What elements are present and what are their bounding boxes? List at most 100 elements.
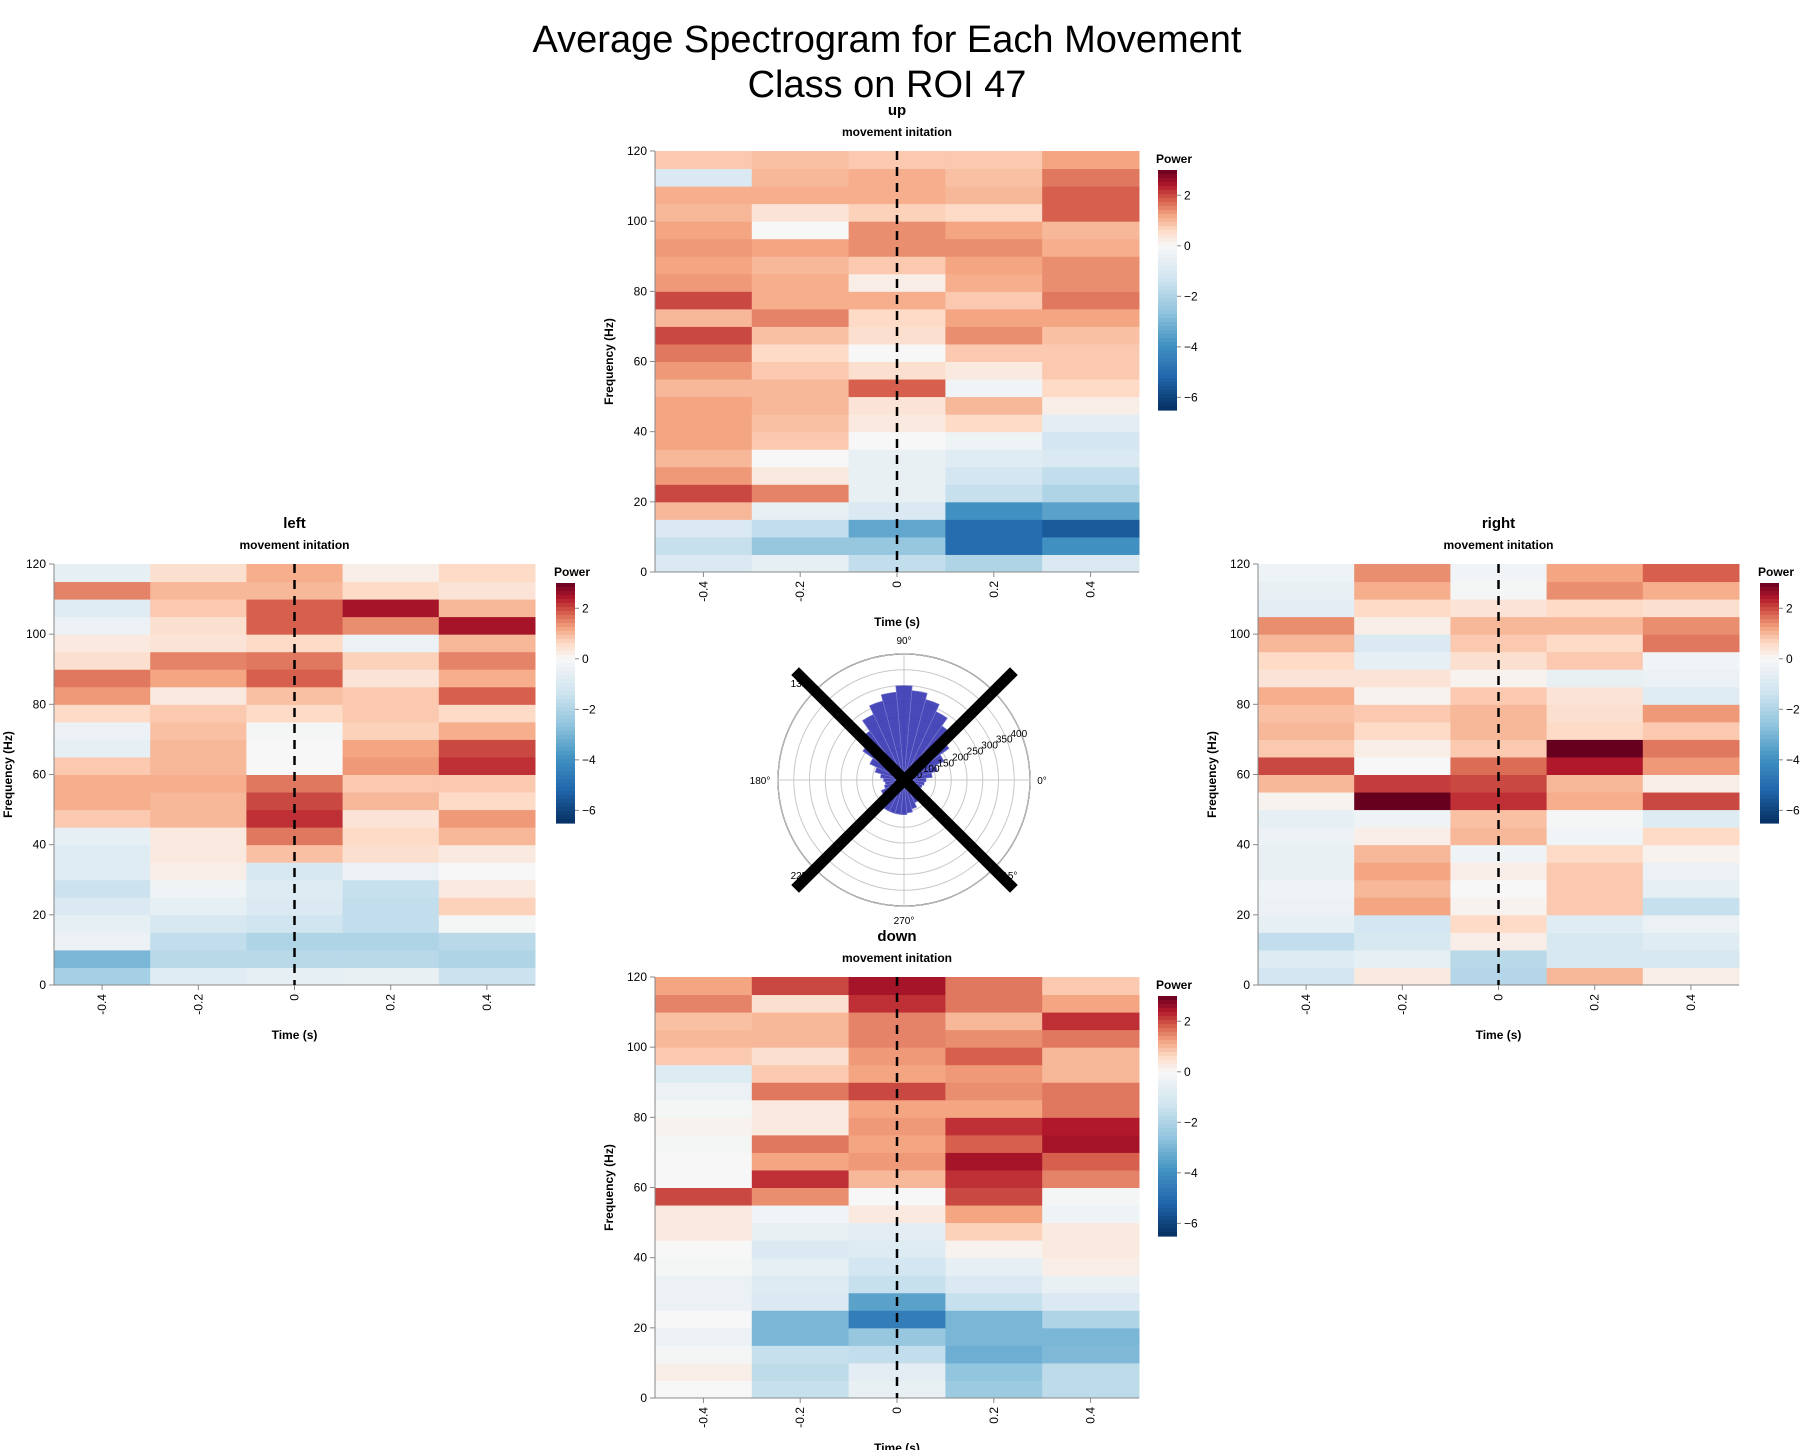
colorbar-strip — [1158, 1196, 1177, 1201]
heatmap-cell — [150, 914, 247, 933]
heatmap-cell — [655, 1327, 753, 1346]
colorbar-strip — [1158, 298, 1177, 303]
colorbar-strip — [1158, 354, 1177, 359]
colorbar-strip — [1760, 655, 1779, 660]
colorbar-strip — [1158, 318, 1177, 323]
colorbar-strip — [1158, 326, 1177, 331]
heatmap-cell — [751, 1310, 850, 1329]
colorbar-strip — [1158, 262, 1177, 267]
heatmap-cell — [1354, 914, 1451, 933]
colorbar-strip — [1158, 1008, 1177, 1013]
colorbar-strip — [1158, 1116, 1177, 1121]
heatmap-cell — [751, 484, 850, 503]
figure-title-line2: Class on ROI 47 — [748, 64, 1027, 106]
colorbar-strip — [556, 691, 575, 696]
heatmap-cell — [438, 651, 536, 670]
heatmap-cell — [945, 361, 1043, 380]
x-tick-label: 0 — [1492, 994, 1506, 1001]
colorbar-strip — [1158, 1092, 1177, 1097]
heatmap-cell — [1450, 967, 1548, 986]
heatmap-cell — [1546, 669, 1644, 688]
heatmap-cell — [438, 862, 536, 881]
panel-subtitle: movement initation — [239, 538, 349, 552]
colorbar-strip — [1760, 623, 1779, 628]
heatmap-cell — [54, 862, 151, 881]
colorbar-strip — [1158, 1176, 1177, 1181]
heatmap-cell — [751, 273, 850, 292]
colorbar-strip — [556, 659, 575, 664]
colorbar-strip — [1158, 1188, 1177, 1193]
heatmap-cell — [1354, 897, 1451, 916]
heatmap-cell — [54, 792, 151, 811]
colorbar-strip — [1760, 715, 1779, 720]
polar-radial-tick-label: 350 — [996, 735, 1013, 746]
heatmap-cell — [438, 914, 536, 933]
colorbar-strip — [1760, 751, 1779, 756]
colorbar-strip — [1158, 234, 1177, 239]
heatmap-cell — [945, 466, 1043, 485]
x-tick-label: 0 — [890, 1407, 904, 1414]
heatmap-cell — [1546, 879, 1644, 898]
heatmap-cell — [1042, 361, 1140, 380]
colorbar-strip — [556, 603, 575, 608]
heatmap-cell — [150, 634, 247, 653]
heatmap-cell — [945, 379, 1043, 398]
heatmap-cell — [1042, 519, 1140, 538]
heatmap-cell — [751, 414, 850, 433]
heatmap-cell — [1642, 862, 1740, 881]
heatmap-cell — [1450, 581, 1548, 600]
heatmap-cell — [1354, 686, 1451, 705]
heatmap-cell — [1546, 634, 1644, 653]
colorbar-strip — [1158, 194, 1177, 199]
colorbar-strip — [1158, 1232, 1177, 1237]
heatmap-cell — [945, 1134, 1043, 1153]
colorbar-tick-label: −2 — [1184, 1115, 1198, 1129]
colorbar-strip — [556, 611, 575, 616]
heatmap-cell — [1546, 564, 1644, 583]
heatmap-cell — [1042, 449, 1140, 468]
colorbar-strip — [1760, 771, 1779, 776]
heatmap-cell — [848, 1380, 946, 1399]
y-tick-label: 80 — [1237, 697, 1251, 711]
colorbar-strip — [1158, 1040, 1177, 1045]
heatmap-cell — [1258, 949, 1355, 968]
heatmap-cell — [1354, 809, 1451, 828]
colorbar-strip — [1158, 226, 1177, 231]
x-mark-stroke — [791, 667, 1018, 893]
heatmap-cell — [342, 686, 440, 705]
heatmap-cell — [1450, 809, 1548, 828]
colorbar-strip — [556, 723, 575, 728]
heatmap-cell — [342, 564, 440, 583]
heatmap-cell — [848, 1047, 946, 1066]
y-tick-label: 40 — [1237, 838, 1251, 852]
heatmap-cell — [246, 774, 344, 793]
colorbar-strip — [1760, 603, 1779, 608]
heatmap-cell — [945, 326, 1043, 345]
heatmap-cell — [848, 343, 946, 362]
heatmap-cell — [751, 1240, 850, 1259]
heatmap-cell — [1354, 704, 1451, 723]
colorbar-strip — [1158, 1020, 1177, 1025]
heatmap-cell — [1450, 616, 1548, 635]
x-axis-label: Time (s) — [1476, 1028, 1522, 1042]
colorbar-tick-label: 2 — [1786, 601, 1793, 615]
colorbar-strip — [556, 727, 575, 732]
colorbar-strip — [1760, 807, 1779, 812]
colorbar-strip — [1158, 206, 1177, 211]
colorbar-strip — [1760, 599, 1779, 604]
polar-angle-label: 90° — [896, 636, 911, 647]
colorbar-strip — [556, 739, 575, 744]
heatmap-cell — [1546, 756, 1644, 775]
panel-subtitle: movement initation — [1443, 538, 1553, 552]
heatmap-cell — [1642, 879, 1740, 898]
heatmap-cell — [655, 1222, 753, 1241]
heatmap-cell — [1042, 1222, 1140, 1241]
y-tick-label: 120 — [1230, 557, 1250, 571]
heatmap-cell — [246, 932, 344, 951]
colorbar-strip — [1760, 795, 1779, 800]
colorbar-strip — [1760, 695, 1779, 700]
colorbar-strip — [1158, 1148, 1177, 1153]
